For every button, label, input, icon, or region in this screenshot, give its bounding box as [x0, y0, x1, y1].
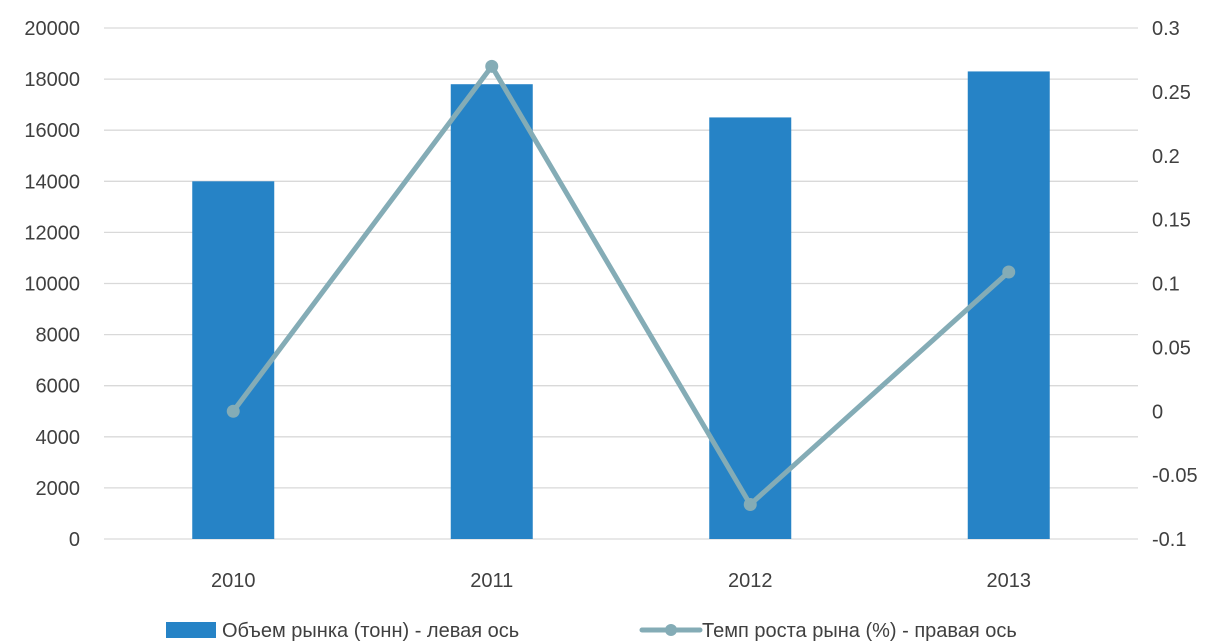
growth-line [230, 63, 1012, 508]
right-tick-label: 0.15 [1152, 210, 1191, 232]
bar-2010 [192, 181, 275, 540]
bar-series [192, 71, 1050, 540]
right-tick-label: 0.25 [1152, 82, 1191, 104]
left-tick-label: 4000 [36, 427, 81, 449]
line-series [226, 59, 1016, 512]
bar-2012 [709, 117, 792, 540]
left-tick-label: 0 [69, 529, 80, 551]
left-y-axis: 0 2000 4000 6000 8000 10000 12000 14000 16000 180… [24, 18, 80, 551]
right-tick-label: 0.3 [1152, 18, 1180, 40]
x-axis: 2010 2011 2012 2013 [211, 570, 1031, 592]
line-point-2013 [1002, 265, 1016, 279]
left-tick-label: 2000 [36, 478, 81, 500]
right-tick-label: 0.2 [1152, 146, 1180, 168]
legend: Объем рынка (тонн) - левая ось Темп рост… [166, 620, 1017, 642]
left-tick-label: 12000 [24, 222, 80, 244]
line-point-2012 [743, 498, 757, 512]
right-y-axis: -0.1 -0.05 0 0.05 0.1 0.15 0.2 0.25 0.3 [1152, 18, 1198, 551]
left-tick-label: 6000 [36, 376, 81, 398]
legend-line-marker [665, 624, 677, 636]
left-tick-label: 18000 [24, 69, 80, 91]
x-tick-label: 2011 [470, 570, 513, 592]
x-tick-label: 2013 [987, 570, 1032, 592]
left-tick-label: 20000 [24, 18, 80, 40]
bar-2011 [450, 84, 533, 540]
legend-line-label: Темп роста рына (%) - правая ось [702, 620, 1017, 642]
bar-2013 [967, 71, 1050, 539]
line-point-2010 [226, 404, 240, 418]
right-tick-label: 0.05 [1152, 337, 1191, 359]
right-tick-label: 0.1 [1152, 274, 1180, 296]
x-tick-label: 2010 [211, 570, 256, 592]
right-tick-label: -0.05 [1152, 465, 1198, 487]
left-tick-label: 10000 [24, 274, 80, 296]
line-point-2011 [485, 59, 499, 73]
left-tick-label: 14000 [24, 171, 80, 193]
left-tick-label: 16000 [24, 120, 80, 142]
legend-bar-label: Объем рынка (тонн) - левая ось [222, 620, 519, 642]
right-tick-label: 0 [1152, 401, 1163, 423]
x-tick-label: 2012 [728, 570, 773, 592]
right-tick-label: -0.1 [1152, 529, 1186, 551]
legend-bar-swatch [166, 622, 216, 638]
left-tick-label: 8000 [36, 325, 81, 347]
